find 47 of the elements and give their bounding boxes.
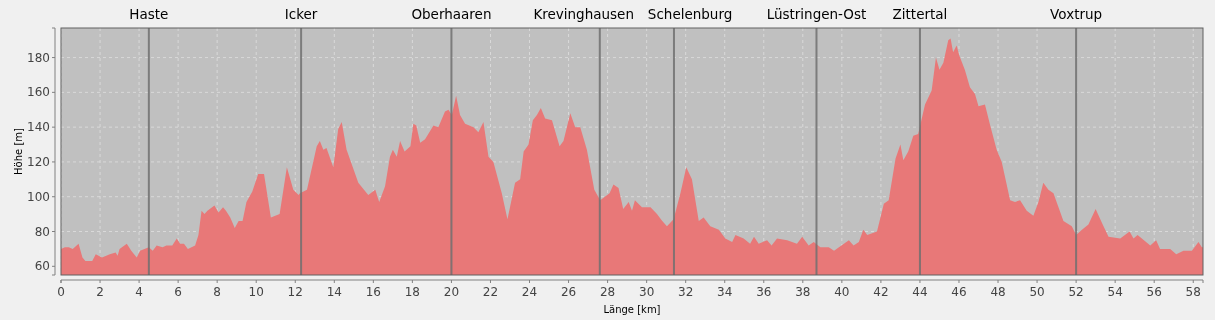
x-tick-label: 16 [365,285,381,299]
x-tick-label: 46 [951,285,967,299]
y-tick-label: 140 [27,120,50,135]
x-axis-title: Länge [km] [603,304,661,315]
x-tick-label: 4 [135,285,143,299]
ref-line-label: Schelenburg [647,6,733,22]
x-tick-label: 36 [756,285,772,299]
x-tick-label: 30 [639,285,655,299]
x-tick-label: 0 [57,285,65,299]
x-tick-label: 28 [599,285,616,299]
ref-line-label: Oberhaaren [411,6,492,22]
y-tick-label: 60 [34,259,50,274]
ref-line-label: Zittertal [892,6,948,22]
x-tick-label: 44 [912,285,928,299]
y-tick-label: 120 [27,154,50,169]
x-tick-label: 50 [1029,285,1045,299]
x-tick-label: 12 [287,285,303,299]
x-tick-label: 18 [404,285,421,299]
x-tick-label: 26 [560,285,577,299]
x-tick-label: 32 [678,285,694,299]
x-tick-label: 48 [990,285,1006,299]
y-axis-title: Höhe [m] [13,127,24,175]
y-tick-label: 100 [27,189,50,204]
x-tick-label: 38 [795,285,811,299]
x-tick-label: 2 [96,285,104,299]
y-tick-label: 180 [27,50,50,65]
x-tick-label: 6 [174,285,182,299]
ref-line-label: Krevinghausen [533,6,634,22]
x-tick-label: 22 [482,285,499,299]
ref-line-label: Voxtrup [1050,6,1103,22]
x-tick-label: 54 [1107,285,1123,299]
ref-line-label: Haste [129,6,169,22]
x-tick-label: 34 [717,285,733,299]
x-tick-label: 14 [326,285,342,299]
x-tick-label: 42 [873,285,889,299]
x-tick-label: 40 [834,285,850,299]
ref-line-label: Icker [284,6,318,22]
x-tick-label: 10 [248,285,264,299]
x-tick-label: 24 [521,285,538,299]
y-tick-label: 80 [34,224,50,239]
x-tick-label: 58 [1185,285,1201,299]
x-tick-label: 52 [1068,285,1084,299]
ref-line-label: Lüstringen-Ost [766,6,867,22]
x-tick-label: 8 [213,285,221,299]
y-tick-label: 160 [27,85,50,100]
x-tick-label: 56 [1146,285,1162,299]
x-tick-label: 20 [443,285,460,299]
